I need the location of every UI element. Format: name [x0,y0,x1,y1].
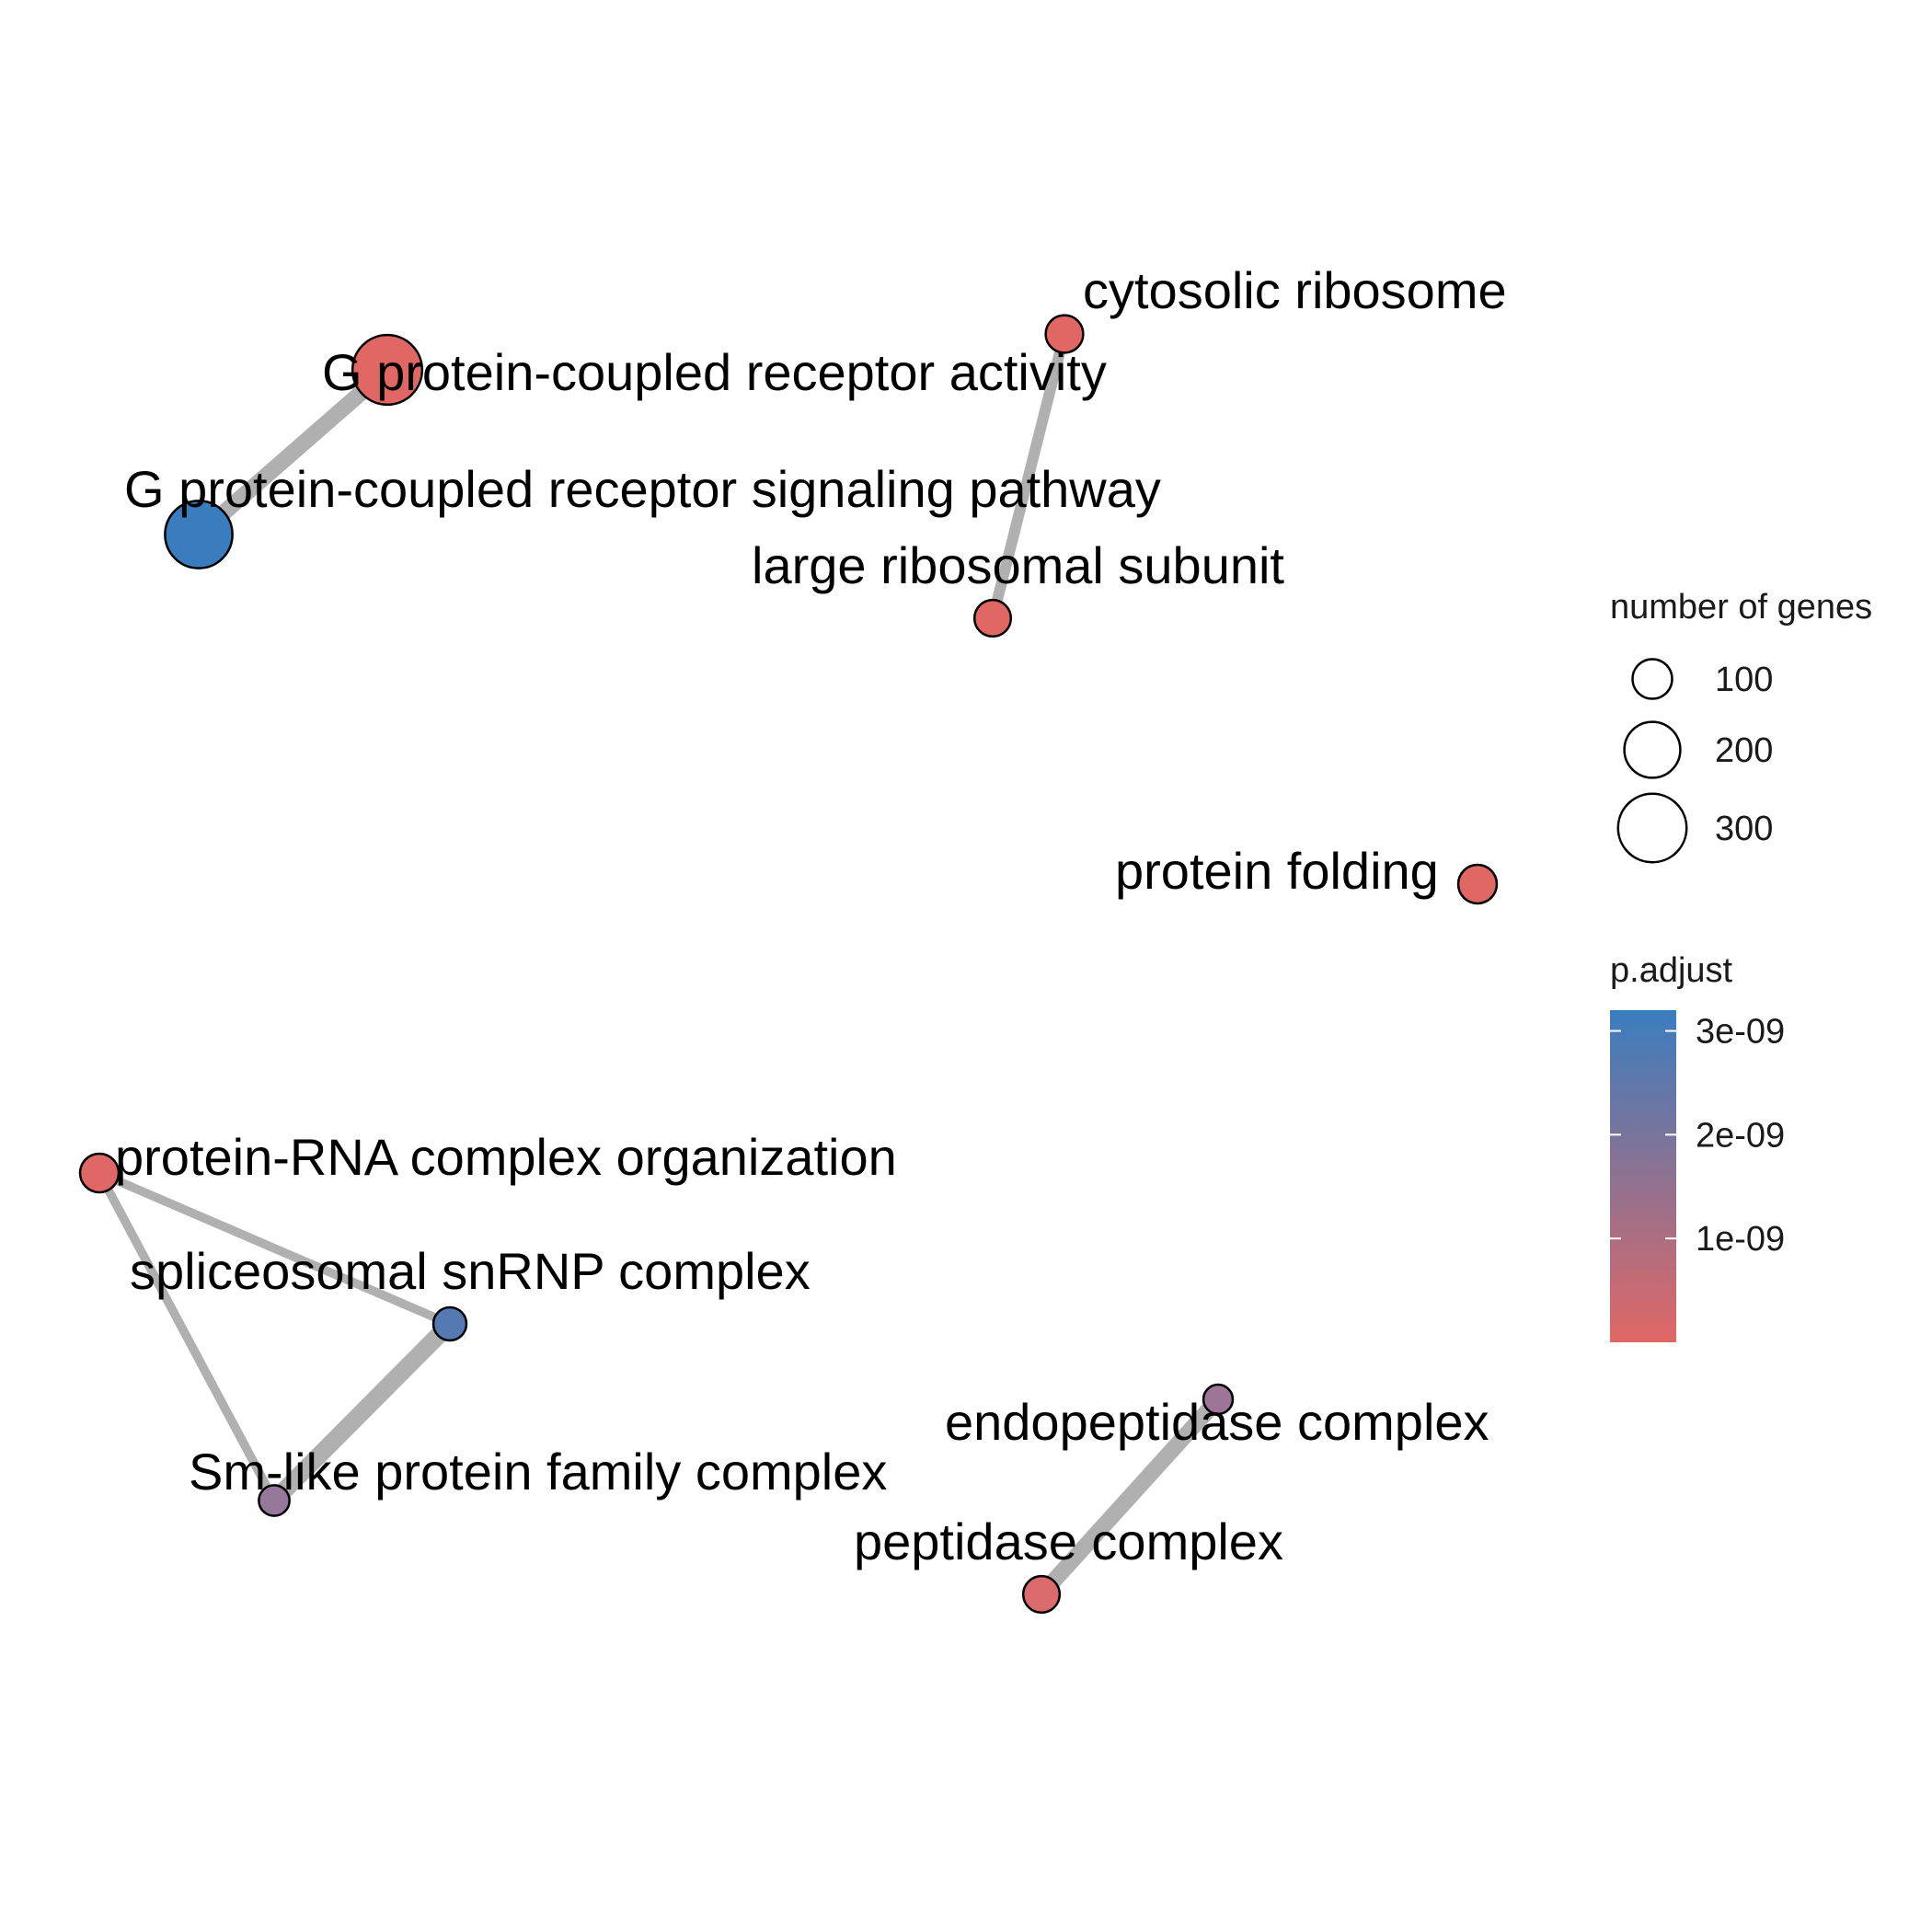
node-label-1: G protein-coupled receptor signaling pat… [124,460,1161,518]
node-label-6: spliceosomal snRNP complex [130,1242,811,1300]
node-label-8: endopeptidase complex [945,1393,1489,1451]
size-legend-title: number of genes [1610,588,1872,627]
node-8 [1202,1383,1235,1416]
edge-1 [987,332,1070,620]
node-7 [258,1484,291,1517]
node-label-7: Sm-like protein family complex [189,1443,887,1501]
size-legend: number of genes 100 200 300 [1610,588,1872,864]
color-legend: p.adjust 1e-09 2e-09 3e-09 [1610,951,1785,1342]
node-label-4: protein folding [1115,842,1439,900]
color-bar [1610,1010,1676,1342]
color-tick-label-1: 2e-09 [1696,1116,1785,1155]
edges-layer [95,332,1225,1600]
node-label-9: peptidase complex [854,1512,1283,1570]
node-label-2: cytosolic ribosome [1083,261,1507,319]
node-9 [1021,1574,1062,1615]
color-legend-title: p.adjust [1610,951,1733,990]
color-tick-label-0: 1e-09 [1696,1220,1785,1259]
node-0 [351,333,424,407]
size-legend-circle-0 [1631,658,1673,700]
edge-5 [1035,1394,1225,1600]
edge-0 [193,363,393,541]
edge-2 [98,1168,452,1328]
size-legend-label-2: 300 [1715,810,1773,848]
edge-4 [268,1317,456,1507]
node-1 [164,500,234,569]
node-2 [1044,314,1085,354]
node-6 [431,1305,468,1342]
node-label-0: G protein-coupled receptor activity [322,343,1107,401]
node-4 [1456,863,1499,905]
edge-3 [95,1170,279,1503]
size-legend-circle-1 [1623,720,1682,779]
node-5 [78,1152,121,1194]
nodes-layer [78,314,1499,1615]
size-legend-label-0: 100 [1715,661,1773,699]
node-label-5: protein-RNA complex organization [115,1128,897,1186]
node-3 [972,598,1013,638]
labels-layer: G protein-coupled receptor activity G pro… [115,261,1507,1570]
node-label-3: large ribosomal subunit [752,536,1284,594]
size-legend-label-1: 200 [1715,731,1773,770]
color-tick-label-2: 3e-09 [1696,1013,1785,1052]
size-legend-circle-2 [1616,792,1688,864]
